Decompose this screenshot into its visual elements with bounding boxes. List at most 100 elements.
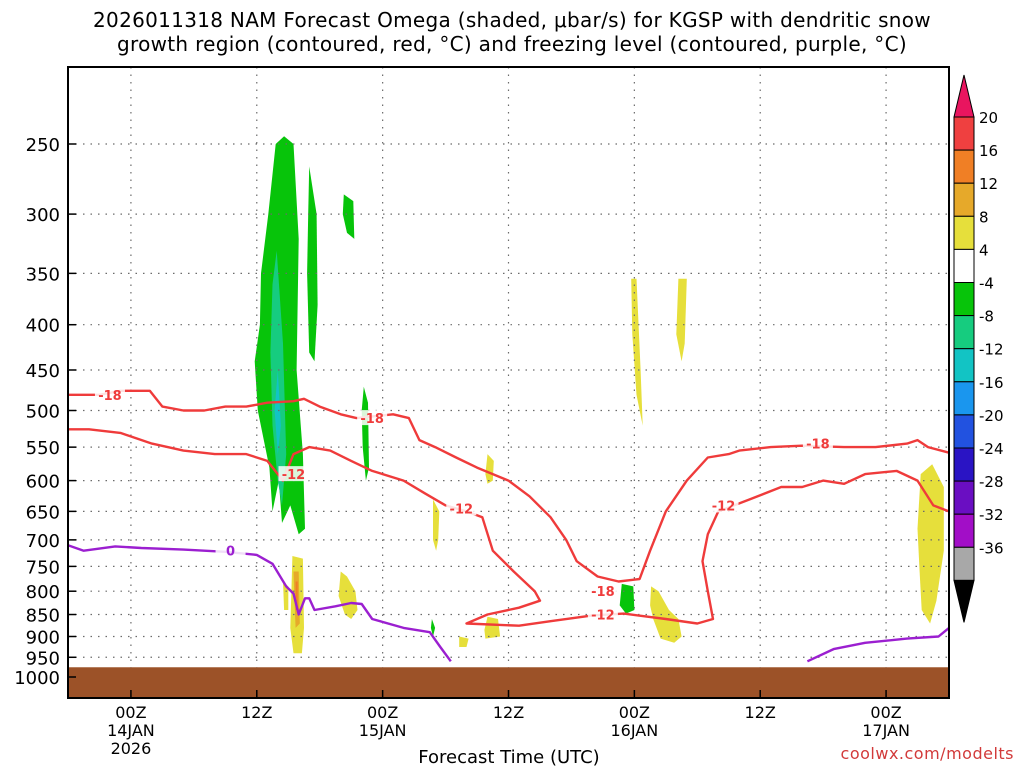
dendritic-contour-label: -18	[591, 585, 615, 600]
colorbar-box	[953, 414, 975, 449]
dendritic-contour-label: -18	[98, 389, 122, 404]
colorbar-label: -36	[979, 539, 1004, 557]
y-tick-label: 350	[26, 264, 60, 285]
contour-layer: -18 -18 -12 -12 -12 -18 -12 -18 0	[67, 386, 950, 663]
y-tick-label: 800	[26, 582, 60, 603]
y-tick-label: 900	[26, 627, 60, 648]
freezing-contour-label: 0	[226, 545, 235, 560]
colorbar-label: 12	[979, 175, 998, 193]
omega-area-6	[619, 583, 635, 614]
y-tick-label: 250	[26, 135, 60, 156]
grid-layer	[68, 67, 949, 668]
colorbar-box	[953, 182, 975, 217]
contour-label-bg	[446, 500, 477, 516]
omega-area-1	[270, 250, 287, 506]
colorbar-box	[953, 381, 975, 416]
colorbar-label: 20	[979, 109, 998, 127]
colorbar-box	[953, 116, 975, 151]
dendritic-contour-0	[68, 389, 950, 583]
omega-area-13	[433, 499, 440, 551]
x-tick-label: 15JAN	[359, 721, 407, 740]
colorbar-label: -20	[979, 407, 1004, 425]
y-tick-label: 700	[26, 531, 60, 552]
colorbar-box	[953, 480, 975, 515]
x-tick-label: 2026	[111, 739, 152, 758]
colorbar-top-arrow	[953, 74, 975, 118]
colorbar-label: -16	[979, 374, 1004, 392]
x-tick-label: 12Z	[745, 703, 776, 722]
contour-label-bg	[587, 583, 618, 599]
colorbar-label: -8	[979, 308, 994, 326]
y-tick-label: 1000	[14, 668, 60, 689]
y-tick-label: 950	[26, 648, 60, 669]
contour-label-bg	[802, 435, 833, 451]
contour-label-bg	[215, 542, 246, 558]
omega-area-4	[342, 194, 355, 239]
x-tick-label: 16JAN	[610, 721, 658, 740]
omega-area-12	[338, 571, 358, 619]
dendritic-contour-label: -12	[712, 499, 736, 514]
y-tick-label: 450	[26, 361, 60, 382]
colorbar-box	[953, 282, 975, 317]
omega-area-14	[485, 454, 494, 484]
y-tick-label: 300	[26, 205, 60, 226]
x-tick-label: 00Z	[367, 703, 398, 722]
colorbar-label: -12	[979, 341, 1004, 359]
dendritic-contour-label: -12	[450, 502, 474, 517]
contour-label-bg	[708, 497, 739, 513]
y-tick-label: 750	[26, 557, 60, 578]
y-tick-label: 600	[26, 472, 60, 493]
colorbar-label: -32	[979, 506, 1004, 524]
source-credit: coolwx.com/modelts	[840, 744, 1014, 763]
contour-label-bg	[94, 386, 125, 402]
x-tick-label: 00Z	[115, 703, 146, 722]
colorbar-label: -24	[979, 440, 1004, 458]
colorbar-box	[953, 546, 975, 581]
dendritic-contour-label: -18	[806, 438, 830, 453]
dendritic-contour-label: -12	[591, 609, 615, 624]
contour-label-bg	[587, 606, 618, 622]
colorbar-box	[953, 513, 975, 548]
colorbar-box	[953, 215, 975, 250]
omega-area-18	[676, 278, 687, 362]
x-tick-label: 17JAN	[862, 721, 910, 740]
omega-area-3	[307, 166, 318, 362]
colorbar-bottom-arrow	[953, 579, 975, 623]
omega-area-19	[650, 586, 682, 643]
colorbar-label: 8	[979, 208, 989, 226]
dendritic-contour-2	[68, 428, 950, 627]
omega-area-20	[917, 464, 944, 624]
colorbar-box	[953, 248, 975, 283]
x-tick-label: 00Z	[619, 703, 650, 722]
omega-shading-layer	[254, 136, 944, 654]
colorbar-box	[953, 447, 975, 482]
freezing-contour-8	[67, 544, 452, 663]
colorbar: 20 16 12 8 4 -4 -8 -12 -16 -20 -24 -28 -32 -36	[953, 74, 1004, 623]
omega-area-2	[274, 370, 281, 455]
omega-area-15	[484, 616, 501, 639]
chart-title: 2026011318 NAM Forecast Omega (shaded, μ…	[0, 8, 1024, 56]
freezing-contour-9	[806, 626, 950, 663]
dendritic-contour-label: -12	[282, 468, 306, 483]
omega-area-7	[430, 619, 436, 637]
y-axis: 2503003504004505005506006507007508008509…	[14, 135, 76, 689]
x-tick-label: 12Z	[493, 703, 524, 722]
colorbar-box	[953, 315, 975, 350]
contour-label-bg	[278, 466, 309, 482]
colorbar-label: 16	[979, 142, 998, 160]
y-tick-label: 550	[26, 438, 60, 459]
y-tick-label: 500	[26, 402, 60, 423]
y-tick-label: 850	[26, 606, 60, 627]
y-tick-label: 400	[26, 316, 60, 337]
colorbar-box	[953, 149, 975, 184]
x-axis-label: Forecast Time (UTC)	[418, 747, 599, 768]
omega-area-17	[631, 278, 643, 426]
chart-title-line-2: growth region (contoured, red, °C) and f…	[117, 32, 907, 56]
omega-area-16	[459, 636, 469, 647]
colorbar-box	[953, 348, 975, 383]
x-tick-label: 12Z	[241, 703, 272, 722]
dendritic-contour-label: -18	[360, 412, 384, 427]
chart-title-line-1: 2026011318 NAM Forecast Omega (shaded, μ…	[93, 8, 931, 32]
